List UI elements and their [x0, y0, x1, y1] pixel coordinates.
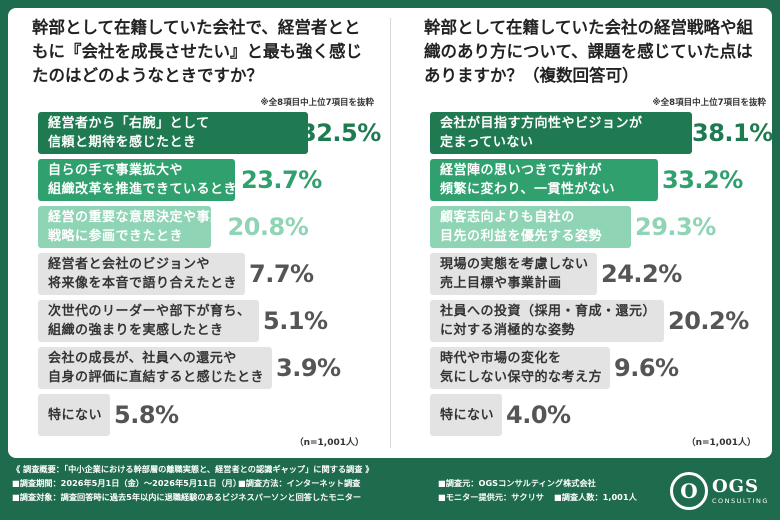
bar — [430, 159, 658, 201]
bar-value-label: 5.1% — [263, 307, 328, 335]
right-chart-title: 幹部として在籍していた会社の経営戦略や組織のあり方について、課題を感じていた点は… — [424, 18, 754, 85]
bar-value-label: 20.8% — [227, 213, 309, 241]
bar — [38, 112, 308, 154]
bar — [38, 159, 235, 201]
bar-value-label: 9.6% — [614, 354, 679, 382]
bar-label: 顧客志向よりも自社の 目先の利益を優先する姿勢 — [440, 210, 603, 244]
bar-label: 経営者と会社のビジョンや 将来像を本音で語り合えたとき — [48, 257, 238, 291]
bar-label: 特にない — [48, 407, 103, 423]
bar-value-label: 29.3% — [635, 213, 716, 241]
survey-method: ■調査方法：インターネット調査 — [238, 478, 361, 488]
survey-summary: 《 調査概要：「中小企業における幹部層の離職実態と、経営者との認識ギャップ」に関… — [12, 464, 374, 474]
bar-label: 次世代のリーダーや部下が育ち、 組織の強まりを実感したとき — [48, 304, 251, 338]
left-chart-title: 幹部として在籍していた会社で、経営者とともに『会社を成長させたい』と最も強く感じ… — [32, 18, 362, 85]
survey-organizer: ■調査元：OGSコンサルティング株式会社 — [438, 478, 596, 488]
bar-label: 経営陣の思いつきで方針が 頻繁に変わり、一貫性がない — [440, 163, 615, 197]
bar-label: 自らの手で事業拡大や 組織改革を推進できているとき — [48, 163, 238, 197]
bar-value-label: 24.2% — [601, 260, 682, 288]
bar-value-label: 3.9% — [276, 354, 341, 382]
bar — [38, 347, 272, 389]
bar — [430, 300, 664, 342]
bar — [430, 394, 502, 436]
bar-value-label: 4.0% — [506, 401, 571, 429]
bar-value-label: 33.2% — [662, 166, 743, 194]
bar-value-label: 5.8% — [114, 401, 179, 429]
bar — [38, 300, 259, 342]
bar — [38, 206, 211, 248]
left-chart-panel: 幹部として在籍していた会社で、経営者とともに『会社を成長させたい』と最も強く感じ… — [8, 8, 381, 458]
bar-label: 会社の成長が、社員への還元や 自身の評価に直結すると感じたとき — [48, 351, 265, 385]
bar — [430, 206, 631, 248]
logo-main-text: OGS — [712, 475, 760, 497]
survey-provider: ■モニター提供元：サクリサ — [438, 492, 544, 502]
bar-label: 時代や市場の変化を 気にしない保守的な考え方 — [440, 351, 603, 385]
logo-mark: O — [670, 472, 708, 510]
bar-value-label: 32.5% — [300, 119, 381, 147]
survey-footer: 《 調査概要：「中小企業における幹部層の離職実態と、経営者との認識ギャップ」に関… — [12, 462, 662, 504]
bar-label: 特にない — [440, 407, 495, 423]
bar-label: 経営の重要な意思決定や事業 戦略に参画できたとき — [48, 210, 224, 244]
logo-sub-text: CONSULTING — [712, 496, 769, 505]
survey-count: ■調査人数：1,001人 — [554, 492, 637, 502]
survey-target: ■調査対象：調査回答時に過去5年以内に退職経験のあるビジネスパーソンと回答したモ… — [12, 492, 362, 502]
panel-divider — [390, 18, 391, 448]
ogs-consulting-logo: O OGS CONSULTING — [670, 468, 774, 514]
bar — [430, 253, 597, 295]
bar-label: 経営者から「右腕」として 信頼と期待を感じたとき — [48, 116, 210, 150]
bar — [430, 112, 692, 154]
bar — [430, 347, 610, 389]
bar-value-label: 38.1% — [692, 119, 773, 147]
right-chart-subtitle: ※全8項目中上位7項目を抜粋 — [652, 98, 766, 108]
left-chart-subtitle: ※全8項目中上位7項目を抜粋 — [260, 98, 374, 108]
bar — [38, 253, 245, 295]
bar-value-label: 7.7% — [249, 260, 314, 288]
right-chart-sample-size: （n=1,001人） — [686, 438, 756, 448]
bar-value-label: 20.2% — [668, 307, 749, 335]
right-chart-panel: 幹部として在籍していた会社の経営戦略や組織のあり方について、課題を感じていた点は… — [400, 8, 773, 458]
bar-label: 会社が目指す方向性やビジョンが 定まっていない — [440, 116, 643, 150]
left-chart-sample-size: （n=1,001人） — [294, 438, 364, 448]
bar — [38, 394, 110, 436]
bar-label: 現場の実態を考慮しない 売上目標や事業計画 — [440, 257, 589, 291]
survey-period: ■調査期間：2026年5月1日（金）～2026年5月11日（月） — [12, 478, 242, 488]
chart-card: 幹部として在籍していた会社で、経営者とともに『会社を成長させたい』と最も強く感じ… — [8, 8, 773, 458]
bar-label: 社員への投資（採用・育成・還元） に対する消極的な姿勢 — [440, 304, 657, 338]
bar-value-label: 23.7% — [241, 166, 322, 194]
